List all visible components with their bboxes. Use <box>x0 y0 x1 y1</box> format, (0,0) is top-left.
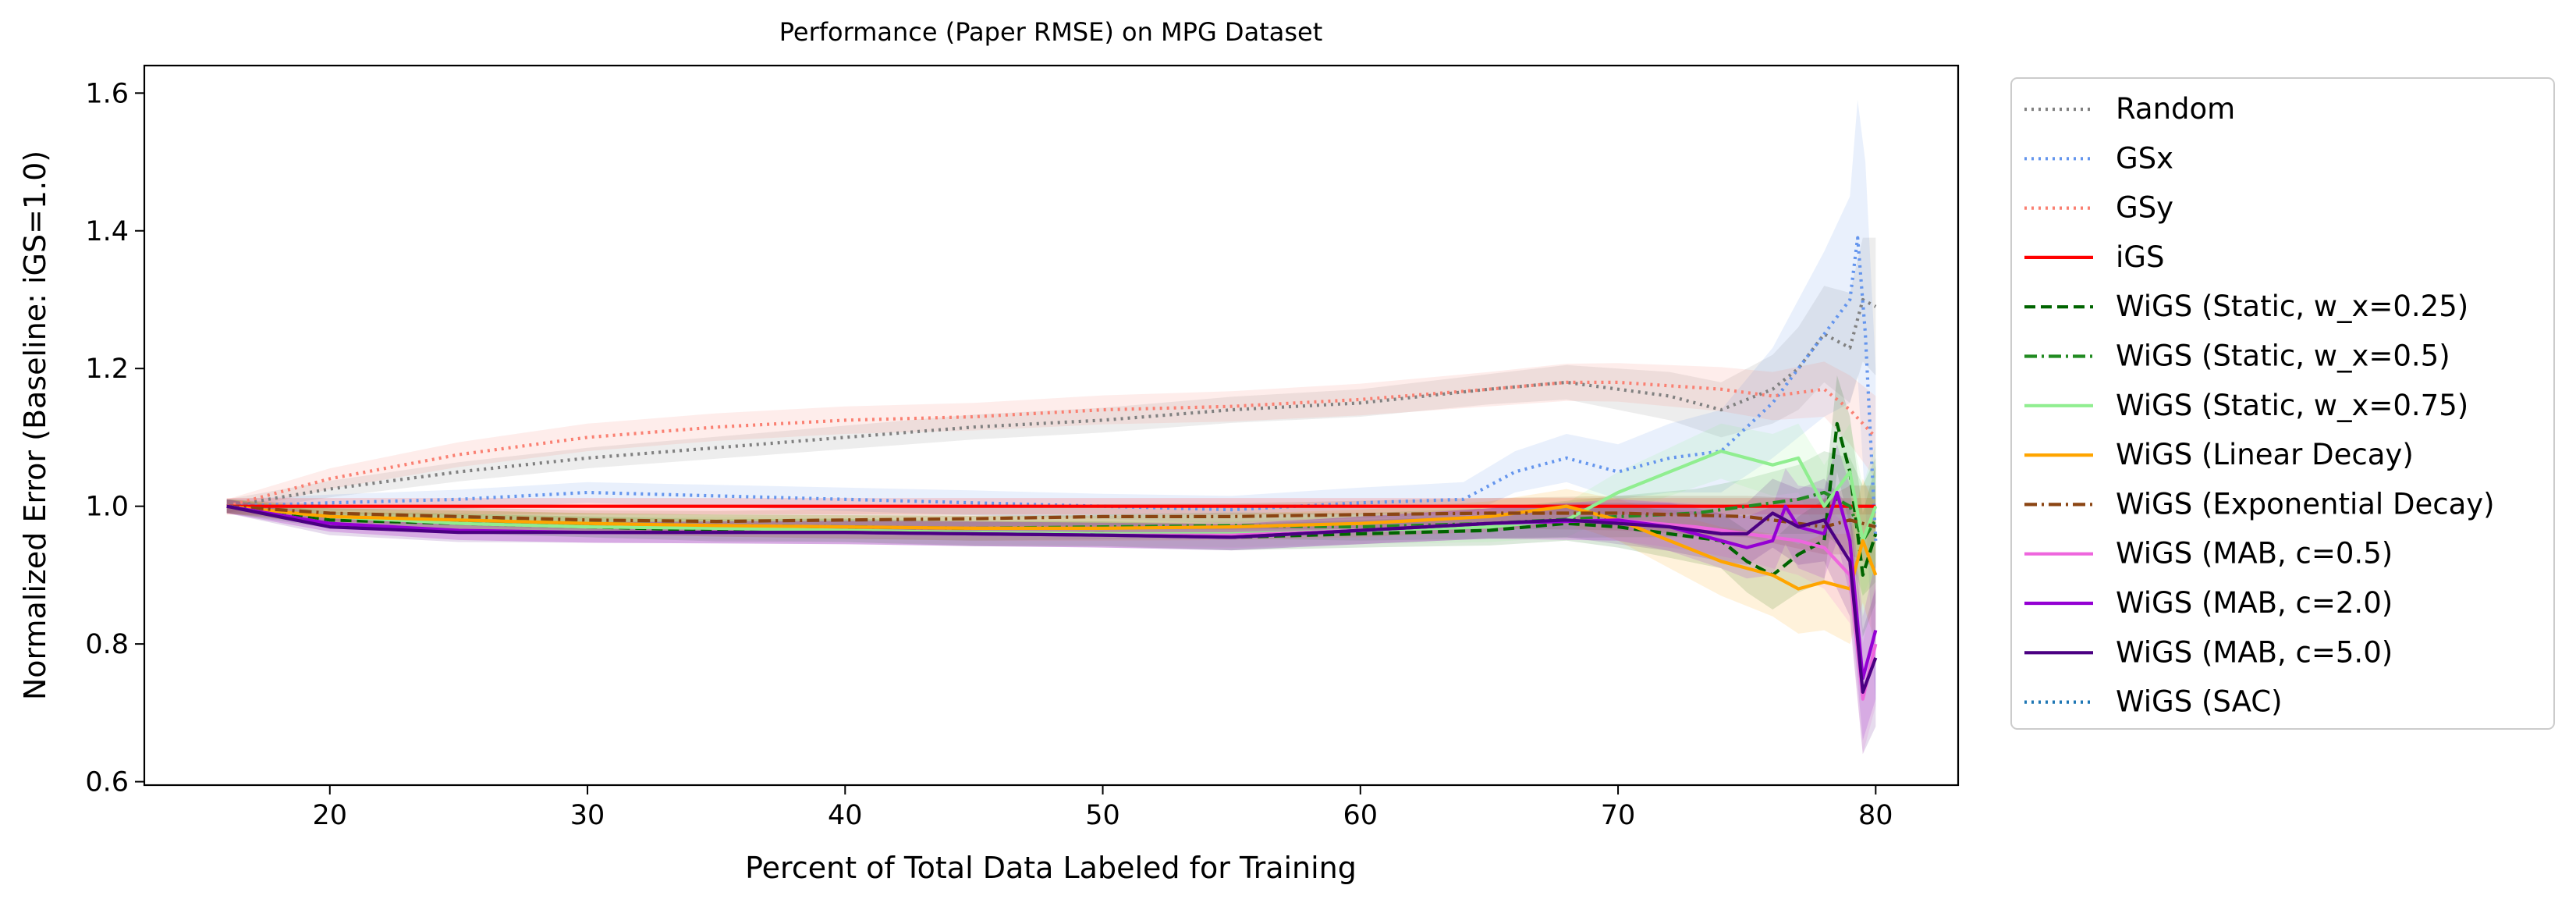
series-line-6 <box>226 449 1878 542</box>
series-line-11 <box>226 504 1878 695</box>
plot-frame <box>143 64 1960 787</box>
x-tick-label-6: 80 <box>1858 800 1893 831</box>
band-5 <box>226 451 1876 596</box>
x-tick-label-2: 40 <box>828 800 863 831</box>
legend-label-5: WiGS (Static, w_x=0.5) <box>2116 339 2450 373</box>
legend-label-4: WiGS (Static, w_x=0.25) <box>2116 290 2468 323</box>
legend-label-7: WiGS (Linear Decay) <box>2116 438 2414 471</box>
x-tick-label-0: 20 <box>313 800 348 831</box>
legend-label-11: WiGS (MAB, c=5.0) <box>2116 635 2393 669</box>
x-axis: 20 30 40 50 60 70 80 <box>313 785 1893 831</box>
y-tick-label-4: 1.4 <box>85 216 129 247</box>
chart-title: Performance (Paper RMSE) on MPG Dataset <box>779 17 1322 47</box>
y-tick-label-1: 0.8 <box>85 629 129 660</box>
y-axis-label: Normalized Error (Baseline: iGS=1.0) <box>18 151 52 700</box>
band-0 <box>226 237 1876 514</box>
legend-label-9: WiGS (MAB, c=0.5) <box>2116 537 2393 571</box>
legend-label-1: GSx <box>2116 141 2173 175</box>
legend-label-8: WiGS (Exponential Decay) <box>2116 487 2495 521</box>
legend-label-10: WiGS (MAB, c=2.0) <box>2116 586 2393 620</box>
y-tick-label-5: 1.6 <box>85 78 129 109</box>
legend-label-2: GSy <box>2116 191 2173 225</box>
legend-label-12: WiGS (SAC) <box>2116 685 2283 719</box>
y-tick-label-0: 0.6 <box>85 767 129 798</box>
series-line-1 <box>226 236 1878 541</box>
series-line-5 <box>226 490 1878 542</box>
series-line-7 <box>226 504 1878 591</box>
y-axis: 0.6 0.8 1.0 1.2 1.4 1.6 <box>85 78 144 798</box>
band-2 <box>226 361 1876 514</box>
legend-label-3: iGS <box>2116 240 2164 274</box>
band-9 <box>226 499 1876 755</box>
x-tick-label-1: 30 <box>570 800 605 831</box>
legend-frame <box>2010 77 2555 730</box>
y-tick-label-3: 1.2 <box>85 354 129 385</box>
x-tick-label-5: 70 <box>1601 800 1636 831</box>
legend-label-6: WiGS (Static, w_x=0.75) <box>2116 389 2468 422</box>
legend: Random GSx GSy iGS WiGS (Static, w_x=0.25) Wi… <box>2010 77 2555 730</box>
x-tick-label-3: 50 <box>1085 800 1120 831</box>
y-tick-label-2: 1.0 <box>85 492 129 523</box>
series-lines <box>226 236 1878 701</box>
x-axis-label: Percent of Total Data Labeled for Traini… <box>745 851 1357 885</box>
x-tick-label-4: 60 <box>1343 800 1378 831</box>
legend-label-0: Random <box>2116 92 2235 126</box>
